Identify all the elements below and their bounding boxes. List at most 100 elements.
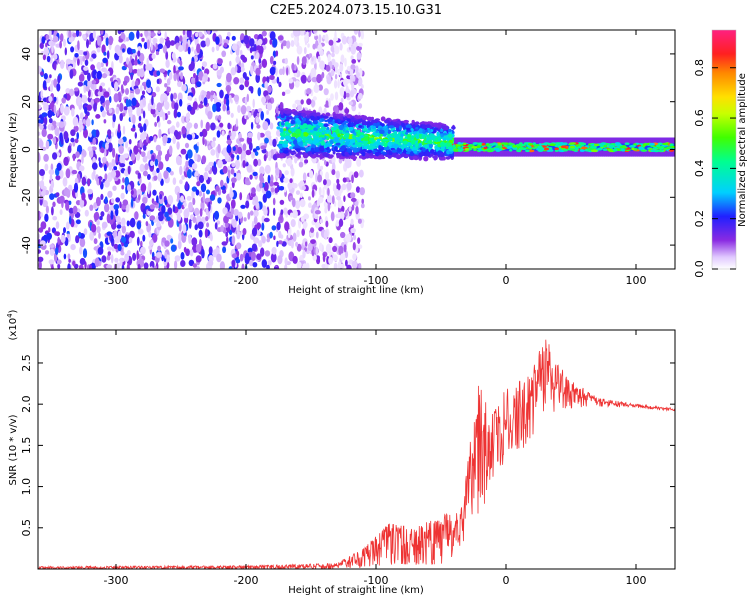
heatmap-cell — [155, 252, 162, 258]
snr-y-ticks: 0.51.01.52.02.5 — [20, 354, 675, 537]
heatmap-cell — [361, 151, 366, 157]
heatmap-cell — [278, 144, 283, 150]
heatmap-cell — [410, 127, 414, 132]
y-tick-label: -20 — [20, 188, 33, 206]
heatmap-cell — [143, 84, 147, 90]
heatmap-cell — [63, 39, 66, 47]
heatmap-cell — [352, 147, 358, 153]
x-tick-label: -300 — [104, 274, 129, 287]
heatmap-cell — [271, 78, 277, 84]
heatmap-cell — [84, 106, 88, 114]
heatmap-cell — [235, 50, 240, 56]
heatmap-cell — [209, 194, 216, 201]
heatmap-cell — [139, 138, 142, 148]
heatmap-cell — [306, 98, 312, 105]
heatmap-cell — [185, 153, 189, 161]
heatmap-cell — [140, 84, 143, 92]
colorbar-tick-label: 0.6 — [693, 109, 706, 127]
heatmap-cell — [247, 212, 251, 220]
heatmap-cell — [87, 79, 91, 89]
heatmap-cell — [295, 241, 299, 247]
heatmap-cell — [334, 119, 339, 124]
heatmap-cell — [318, 34, 322, 44]
heatmap-cell — [333, 201, 337, 207]
heatmap-cell — [265, 95, 271, 100]
heatmap-cell — [338, 218, 344, 227]
heatmap-cell — [276, 221, 281, 231]
heatmap-cell — [118, 145, 124, 154]
heatmap-cell — [358, 125, 363, 128]
heatmap-cell — [323, 201, 328, 208]
heatmap-cell — [199, 131, 204, 137]
heatmap-cell — [235, 55, 240, 64]
heatmap-cell — [261, 215, 266, 224]
heatmap-cell — [144, 163, 149, 171]
heatmap-cell — [88, 263, 93, 269]
heatmap-cell — [350, 55, 354, 60]
heatmap-cell — [452, 144, 456, 147]
heatmap-cell — [149, 239, 154, 247]
heatmap-cell — [117, 129, 122, 139]
heatmap-cell — [137, 228, 144, 235]
heatmap-cell — [259, 173, 264, 183]
heatmap-cell — [57, 75, 61, 84]
heatmap-cell — [590, 149, 598, 153]
heatmap-cell — [202, 136, 205, 146]
heatmap-cell — [292, 182, 298, 189]
heatmap-cell — [94, 257, 100, 268]
heatmap-cell — [296, 119, 302, 125]
heatmap-cell — [142, 97, 146, 106]
heatmap-cell — [312, 43, 317, 50]
heatmap-cell — [110, 254, 114, 264]
heatmap-cell — [128, 31, 135, 41]
heatmap-cell — [108, 142, 113, 153]
heatmap-cell — [200, 183, 207, 193]
heatmap-cell — [139, 133, 146, 140]
heatmap-cell — [38, 119, 44, 124]
heatmap-cell — [323, 230, 328, 240]
heatmap-cell — [141, 90, 146, 96]
heatmap-cell — [231, 253, 238, 259]
heatmap-cell — [108, 96, 112, 103]
heatmap-cell — [172, 92, 178, 100]
heatmap-cell — [202, 76, 205, 82]
heatmap-cell — [104, 203, 110, 213]
heatmap-cell — [239, 84, 245, 91]
heatmap-cell — [338, 245, 344, 256]
colorbar-tick-label: 0.0 — [693, 260, 706, 278]
heatmap-cell — [325, 220, 329, 228]
heatmap-cell — [446, 142, 452, 147]
heatmap-cell — [300, 74, 307, 84]
heatmap-cell — [326, 118, 333, 123]
heatmap-cell — [173, 108, 178, 119]
heatmap-cell — [487, 145, 492, 148]
heatmap-cell — [382, 125, 388, 129]
heatmap-cell — [315, 221, 321, 229]
heatmap-cell — [286, 110, 292, 114]
heatmap-cell — [102, 57, 108, 64]
heatmap-cell — [164, 199, 168, 206]
heatmap-cell — [245, 200, 250, 209]
heatmap-cell — [336, 178, 340, 184]
heatmap-cell — [240, 204, 246, 209]
heatmap-cell — [118, 138, 124, 145]
heatmap-cell — [187, 95, 193, 101]
heatmap-cell — [272, 50, 277, 58]
heatmap-cell — [226, 236, 229, 244]
heatmap-cell — [327, 187, 330, 196]
heatmap-cell — [289, 178, 293, 184]
heatmap-cell — [229, 186, 233, 195]
heatmap-cell — [212, 137, 216, 142]
heatmap-cell — [269, 31, 276, 41]
heatmap-cell — [249, 259, 254, 267]
heatmap-cell — [307, 139, 313, 144]
heatmap-cell — [134, 88, 141, 95]
heatmap-cell — [247, 112, 252, 118]
heatmap-cell — [45, 34, 50, 40]
heatmap-cell — [272, 138, 277, 148]
heatmap-cell — [275, 50, 279, 57]
heatmap-cell — [627, 143, 630, 151]
heatmap-cell — [599, 144, 604, 147]
heatmap-cell — [68, 258, 71, 263]
heatmap-cell — [93, 202, 97, 209]
